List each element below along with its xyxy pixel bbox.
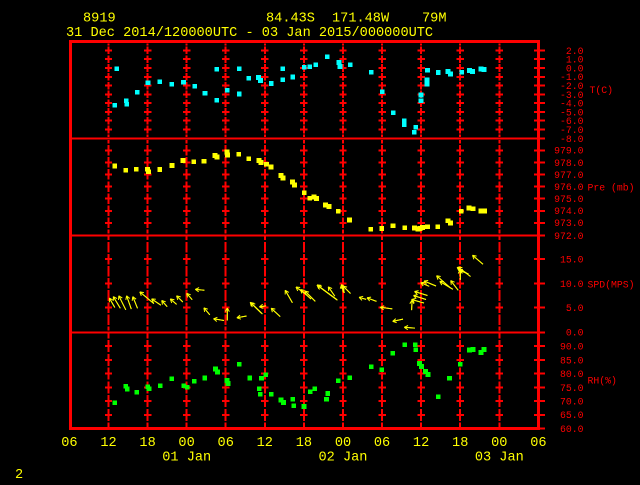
svg-text:2: 2 [15, 468, 23, 480]
svg-text:90.0: 90.0 [560, 342, 584, 353]
svg-text:T(C): T(C) [590, 85, 614, 96]
svg-text:85.0: 85.0 [560, 355, 584, 366]
svg-text:-4.0: -4.0 [560, 99, 584, 110]
svg-text:979.0: 979.0 [554, 146, 584, 157]
svg-text:06: 06 [61, 436, 77, 451]
svg-text:RH(%): RH(%) [588, 376, 617, 387]
svg-text:975.0: 975.0 [554, 194, 584, 205]
svg-text:18: 18 [139, 436, 155, 451]
svg-text:2.0: 2.0 [566, 46, 584, 57]
svg-text:-5.0: -5.0 [560, 107, 584, 118]
svg-text:84.43S: 84.43S [266, 11, 315, 26]
svg-text:Pre (mb): Pre (mb) [588, 182, 635, 193]
svg-text:976.0: 976.0 [554, 182, 584, 193]
svg-text:1.0: 1.0 [566, 55, 584, 66]
svg-text:06: 06 [374, 436, 390, 451]
svg-text:8919: 8919 [83, 11, 116, 26]
svg-text:972.0: 972.0 [554, 231, 584, 242]
svg-text:-3.0: -3.0 [560, 90, 584, 101]
svg-text:0.0: 0.0 [566, 328, 584, 339]
svg-text:80.0: 80.0 [560, 369, 584, 380]
svg-text:70.0: 70.0 [560, 397, 584, 408]
svg-text:-7.0: -7.0 [560, 125, 584, 136]
svg-text:0.0: 0.0 [566, 63, 584, 74]
svg-text:12: 12 [257, 436, 273, 451]
svg-text:18: 18 [452, 436, 468, 451]
svg-text:-8.0: -8.0 [560, 134, 584, 145]
svg-text:00: 00 [491, 436, 507, 451]
svg-text:60.0: 60.0 [560, 424, 584, 435]
svg-text:12: 12 [413, 436, 429, 451]
svg-text:01 Jan: 01 Jan [162, 451, 211, 466]
svg-text:978.0: 978.0 [554, 158, 584, 169]
svg-text:-6.0: -6.0 [560, 116, 584, 127]
svg-text:10.0: 10.0 [560, 279, 584, 290]
svg-text:75.0: 75.0 [560, 383, 584, 394]
svg-text:974.0: 974.0 [554, 206, 584, 217]
svg-text:-1.0: -1.0 [560, 72, 584, 83]
svg-text:31 Dec 2014/120000UTC - 03 Jan: 31 Dec 2014/120000UTC - 03 Jan 2015/0000… [66, 26, 433, 41]
svg-text:977.0: 977.0 [554, 170, 584, 181]
svg-text:15.0: 15.0 [560, 255, 584, 266]
svg-text:06: 06 [218, 436, 234, 451]
svg-text:12: 12 [100, 436, 116, 451]
svg-text:06: 06 [530, 436, 546, 451]
svg-text:02 Jan: 02 Jan [319, 451, 368, 466]
svg-text:5.0: 5.0 [566, 303, 584, 314]
svg-text:65.0: 65.0 [560, 410, 584, 421]
svg-text:-2.0: -2.0 [560, 81, 584, 92]
svg-text:03 Jan: 03 Jan [475, 451, 524, 466]
svg-text:79M: 79M [422, 11, 446, 26]
svg-text:973.0: 973.0 [554, 218, 584, 229]
svg-text:00: 00 [335, 436, 351, 451]
svg-text:SPD(MPS): SPD(MPS) [588, 279, 635, 290]
svg-text:171.48W: 171.48W [332, 11, 390, 26]
svg-text:00: 00 [178, 436, 194, 451]
svg-text:18: 18 [296, 436, 312, 451]
